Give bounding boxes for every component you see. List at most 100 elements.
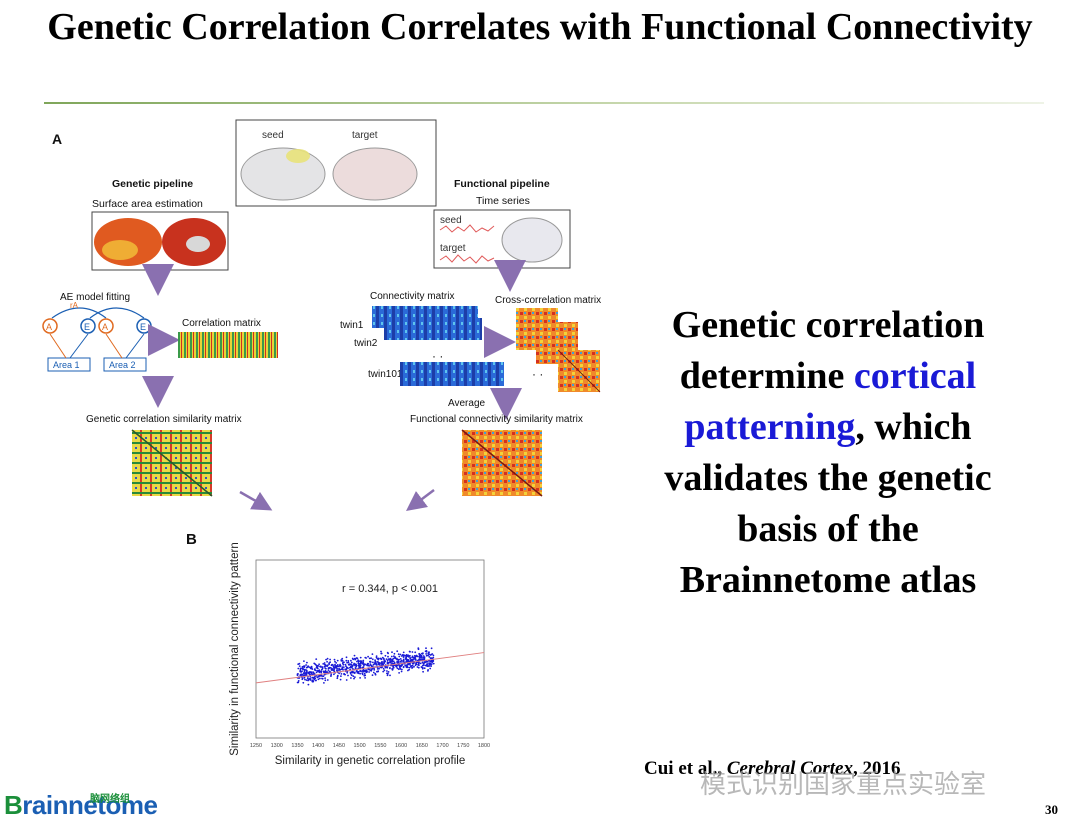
scatter-point	[401, 668, 403, 671]
scatter-point	[297, 673, 299, 675]
scatter-point	[393, 652, 396, 655]
scatter-point	[351, 665, 354, 668]
scatter-point	[413, 658, 415, 660]
scatter-point	[334, 663, 336, 666]
correlation-matrix-label: Correlation matrix	[182, 318, 261, 329]
scatter-point	[303, 676, 306, 679]
scatter-point	[432, 660, 434, 662]
citation: Cui et al., Cerebral Cortex, 2016	[644, 758, 901, 780]
scatter-point	[393, 655, 395, 658]
scatter-point	[325, 658, 327, 661]
scatter-point	[399, 660, 402, 663]
scatter-point	[426, 663, 428, 666]
ellipsis-dots: · ·	[432, 349, 443, 363]
surface-brain-right-center	[186, 236, 210, 252]
scatter-point	[429, 667, 432, 670]
scatter-point	[428, 651, 430, 654]
ts-seed-signal	[439, 224, 495, 233]
scatter-point	[340, 675, 342, 677]
scatter-point	[417, 647, 420, 649]
scatter-point	[330, 675, 332, 677]
scatter-point	[357, 670, 360, 673]
scatter-point	[321, 677, 323, 680]
scatter-point	[347, 674, 349, 677]
scatter-point	[415, 662, 417, 665]
scatter-point	[343, 673, 345, 676]
scatter-point	[351, 670, 353, 673]
scatter-point	[391, 658, 393, 661]
scatter-point	[427, 670, 429, 672]
scatter-point	[414, 656, 417, 658]
scatter-point	[310, 671, 313, 673]
ae-re-arc	[89, 307, 145, 319]
scatter-point	[373, 669, 376, 671]
scatter-point	[362, 665, 365, 667]
x-tick-label: 1350	[291, 743, 303, 749]
seed-brain	[240, 147, 326, 201]
scatter-point	[336, 668, 339, 670]
scatter-point	[397, 668, 400, 671]
scatter-point	[313, 662, 316, 665]
scatter-point	[392, 666, 395, 669]
area1-label: Area 1	[53, 360, 80, 370]
surface-brain-left-highlight	[102, 240, 138, 260]
scatter-point	[320, 670, 323, 673]
connectivity-matrix-label: Connectivity matrix	[370, 291, 454, 302]
scatter-point	[363, 674, 366, 677]
highlight-patterning: patterning	[684, 406, 856, 448]
arrow-converge-right	[406, 489, 435, 511]
scatter-point	[427, 652, 430, 655]
scatter-point	[345, 656, 348, 659]
scatter-point	[310, 667, 313, 670]
scatter-point	[391, 660, 394, 663]
scatter-point	[424, 664, 427, 667]
scatter-point	[362, 663, 365, 666]
scatter-point	[417, 666, 420, 669]
scatter-point	[387, 658, 390, 660]
scatter-point	[353, 654, 356, 657]
scatter-point	[341, 657, 344, 660]
scatter-point	[384, 665, 386, 668]
twin1-label: twin1	[340, 320, 364, 331]
scatter-point	[326, 657, 329, 660]
scatter-point	[347, 660, 350, 662]
scatter-point	[430, 663, 433, 665]
scatter-point	[336, 659, 339, 662]
highlight-cortical: cortical	[853, 355, 977, 397]
scatter-point	[422, 670, 424, 673]
ae-ra-arc	[51, 307, 107, 319]
scatter-point	[400, 670, 403, 673]
scatter-point	[364, 677, 366, 679]
scatter-point	[382, 667, 385, 670]
scatter-point	[370, 669, 372, 672]
scatter-point	[403, 654, 406, 657]
scatter-point	[411, 664, 414, 667]
scatter-point	[383, 669, 386, 672]
scatter-point	[419, 653, 422, 656]
scatter-point	[371, 674, 374, 676]
scatter-point	[423, 667, 426, 670]
scatter-point	[428, 662, 431, 664]
scatter-point	[363, 672, 366, 675]
x-tick-label: 1650	[416, 743, 428, 749]
scatter-point	[323, 665, 326, 668]
scatter-point	[432, 662, 435, 665]
scatter-point	[432, 656, 435, 659]
scatter-point	[323, 682, 325, 684]
scatter-point	[425, 647, 427, 650]
scatter-point	[411, 658, 414, 661]
scatter-point	[405, 659, 408, 661]
scatter-point	[416, 655, 418, 658]
scatter-point	[402, 651, 405, 654]
scatter-point	[309, 666, 311, 669]
average-label: Average	[448, 398, 486, 409]
scatter-point	[405, 666, 408, 669]
scatter-point	[377, 663, 380, 666]
scatter-point	[362, 670, 365, 673]
scatter-point	[303, 660, 305, 662]
scatter-point	[390, 655, 393, 658]
scatter-point	[387, 655, 389, 658]
scatter-point	[405, 655, 408, 657]
scatter-point	[341, 662, 344, 665]
scatter-point	[387, 671, 390, 673]
